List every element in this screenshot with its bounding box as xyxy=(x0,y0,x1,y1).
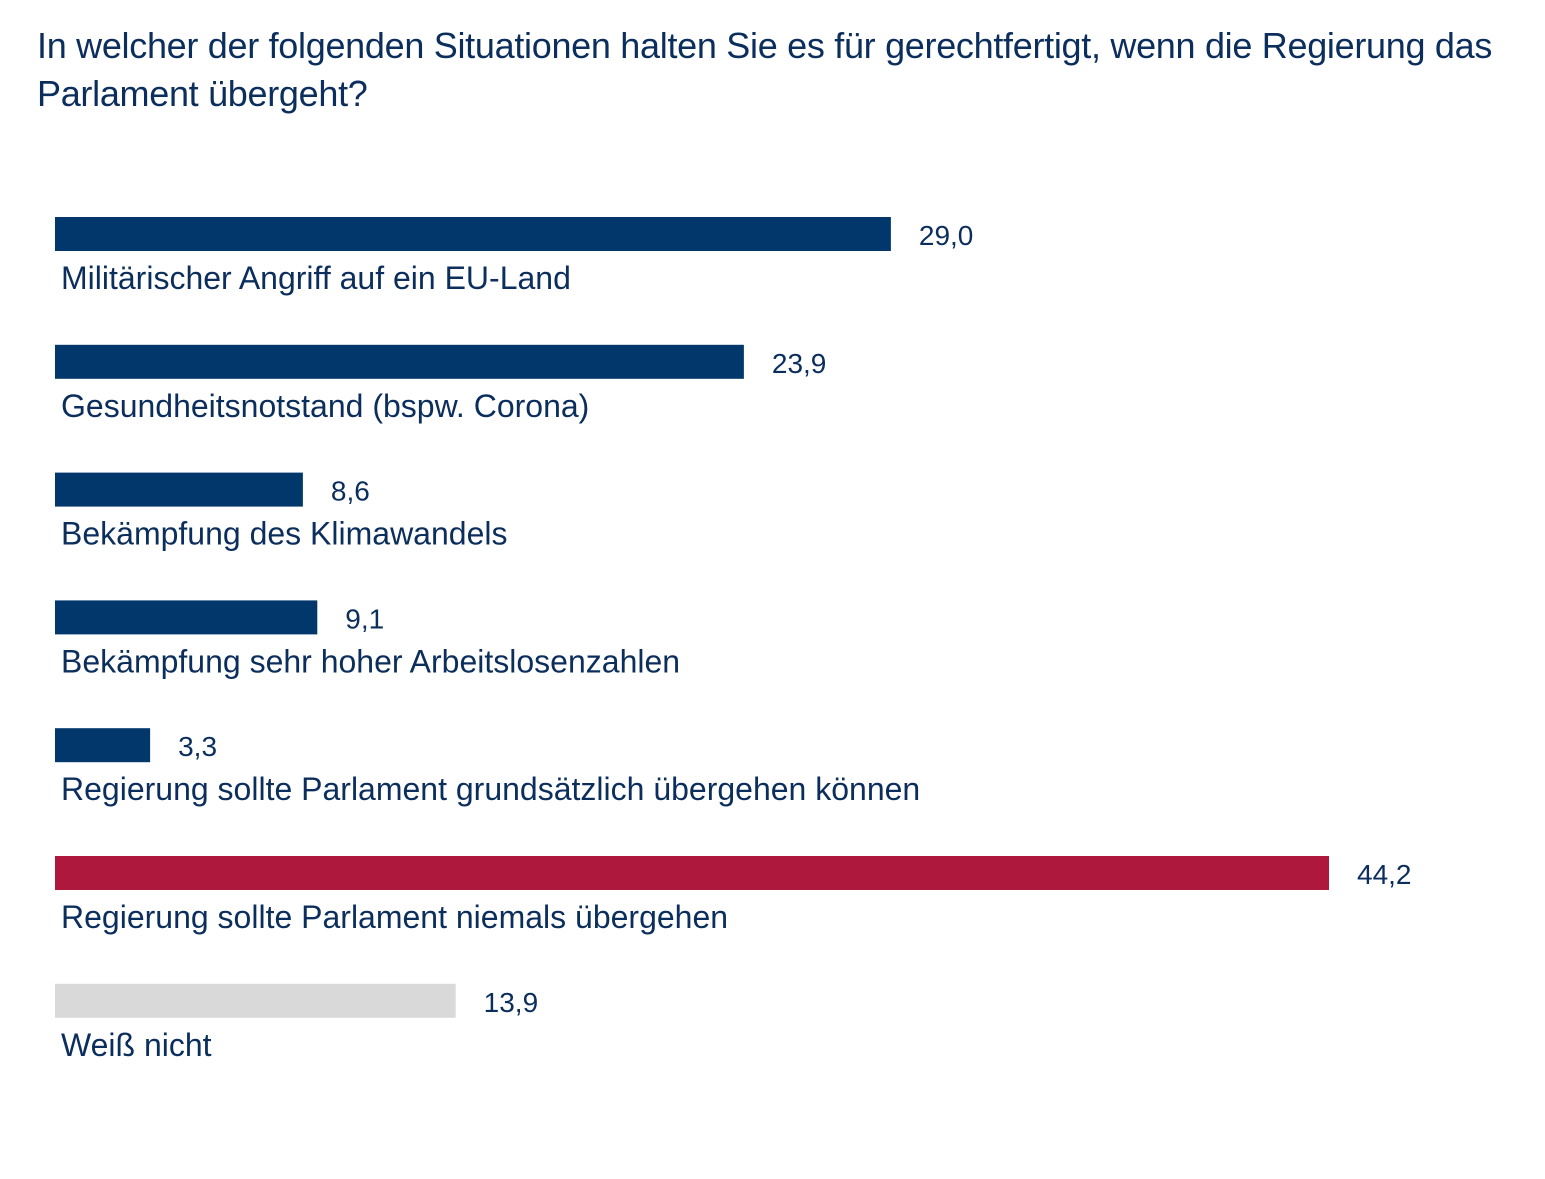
bar xyxy=(55,472,303,507)
bar-group: 8,6 Bekämpfung des Klimawandels xyxy=(55,472,507,552)
value-label: 9,1 xyxy=(345,603,384,634)
bar-group: 13,9 Weiß nicht xyxy=(55,983,539,1063)
category-label: Gesundheitsnotstand (bspw. Corona) xyxy=(61,388,589,424)
value-label: 23,9 xyxy=(772,348,827,379)
category-label: Militärischer Angriff auf ein EU-Land xyxy=(61,260,571,296)
bar-group: 44,2 Regierung sollte Parlament niemals ü… xyxy=(55,856,1412,935)
bar xyxy=(55,856,1329,890)
bar-group: 3,3 Regierung sollte Parlament grundsätzl… xyxy=(55,728,920,807)
bar-group: 9,1 Bekämpfung sehr hoher Arbeitslosenzah… xyxy=(55,600,680,679)
bar-group: 23,9 Gesundheitsnotstand (bspw. Corona) xyxy=(55,344,827,424)
bar xyxy=(55,983,456,1018)
category-label: Weiß nicht xyxy=(61,1027,212,1063)
chart-title: In welcher der folgenden Situationen hal… xyxy=(37,25,1493,114)
bar xyxy=(55,344,744,379)
value-label: 44,2 xyxy=(1357,859,1412,890)
value-label: 29,0 xyxy=(919,220,974,251)
category-label: Regierung sollte Parlament niemals überg… xyxy=(61,899,728,935)
value-label: 8,6 xyxy=(331,476,370,507)
category-label: Bekämpfung des Klimawandels xyxy=(61,516,507,552)
value-label: 13,9 xyxy=(484,987,539,1018)
bar xyxy=(55,600,318,635)
category-label: Bekämpfung sehr hoher Arbeitslosenzahlen xyxy=(61,643,680,679)
bar xyxy=(55,217,891,251)
bar-group: 29,0 Militärischer Angriff auf ein EU-Lan… xyxy=(55,217,973,296)
bar xyxy=(55,728,151,763)
value-label: 3,3 xyxy=(178,731,217,762)
category-label: Regierung sollte Parlament grundsätzlich… xyxy=(61,771,920,807)
